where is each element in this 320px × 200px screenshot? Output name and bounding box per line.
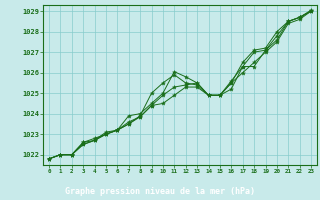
Text: Graphe pression niveau de la mer (hPa): Graphe pression niveau de la mer (hPa) [65,186,255,196]
